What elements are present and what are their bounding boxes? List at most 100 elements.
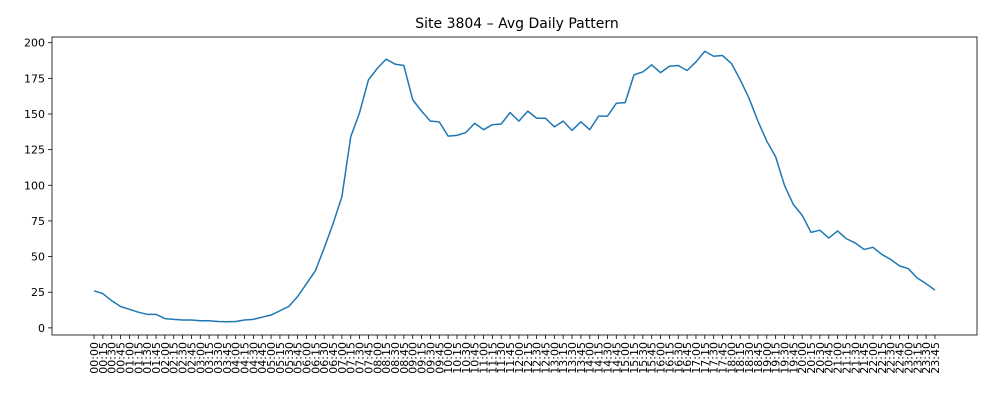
x-tick-label: 13:00 <box>548 342 561 374</box>
x-tick-label: 03:15 <box>203 342 216 374</box>
x-tick-label: 15:00 <box>619 342 632 374</box>
y-tick-label: 25 <box>31 286 45 299</box>
x-tick-label: 14:30 <box>601 342 614 374</box>
x-tick-label: 23:45 <box>929 342 942 374</box>
x-tick-label: 19:45 <box>787 342 800 374</box>
x-tick-label: 09:30 <box>424 342 437 374</box>
x-tick-label: 04:15 <box>239 342 252 374</box>
x-tick-label: 06:15 <box>309 342 322 374</box>
x-tick-label: 01:15 <box>132 342 145 374</box>
plot-frame <box>51 36 978 336</box>
x-tick-label: 11:00 <box>478 342 491 374</box>
x-tick-label: 20:15 <box>805 342 818 374</box>
x-tick-label: 19:30 <box>778 342 791 374</box>
x-tick-label: 16:30 <box>672 342 685 374</box>
x-tick-label: 00:30 <box>106 342 119 374</box>
y-tick-label: 150 <box>24 108 45 121</box>
x-tick-label: 17:00 <box>690 342 703 374</box>
x-tick-label: 22:30 <box>885 342 898 374</box>
x-tick-label: 05:45 <box>292 342 305 374</box>
x-tick-label: 05:15 <box>274 342 287 374</box>
x-tick-label: 16:15 <box>663 342 676 374</box>
x-tick-label: 12:30 <box>531 342 544 374</box>
x-tick-label: 02:00 <box>159 342 172 374</box>
x-tick-label: 08:45 <box>398 342 411 374</box>
x-tick-label: 23:15 <box>911 342 924 374</box>
x-tick-label: 23:00 <box>902 342 915 374</box>
x-tick-label: 21:30 <box>849 342 862 374</box>
x-tick-label: 10:00 <box>442 342 455 374</box>
x-tick-label: 01:30 <box>141 342 154 374</box>
x-tick-label: 15:30 <box>637 342 650 374</box>
x-tick-label: 12:15 <box>522 342 535 374</box>
chart-title: Site 3804 – Avg Daily Pattern <box>415 16 618 32</box>
x-tick-label: 16:00 <box>655 342 668 374</box>
x-tick-label: 21:45 <box>858 342 871 374</box>
x-tick-label: 15:15 <box>628 342 641 374</box>
x-tick-label: 01:00 <box>123 342 136 374</box>
x-tick-label: 19:00 <box>761 342 774 374</box>
x-tick-label: 20:30 <box>814 342 827 374</box>
x-tick-label: 10:45 <box>469 342 482 374</box>
x-tick-label: 08:00 <box>371 342 384 374</box>
x-tick-label: 01:45 <box>150 342 163 374</box>
x-tick-label: 03:45 <box>221 342 234 374</box>
x-tick-label: 18:00 <box>725 342 738 374</box>
x-tick-label: 13:30 <box>566 342 579 374</box>
x-tick-label: 11:45 <box>504 342 517 374</box>
x-tick-label: 00:00 <box>88 342 101 374</box>
x-tick-label: 18:30 <box>743 342 756 374</box>
x-tick-label: 17:15 <box>699 342 712 374</box>
y-tick-label: 125 <box>24 144 45 157</box>
x-tick-label: 19:15 <box>770 342 783 374</box>
x-tick-label: 17:30 <box>708 342 721 374</box>
x-tick-label: 05:30 <box>283 342 296 374</box>
line <box>93 50 936 323</box>
x-tick-label: 14:45 <box>610 342 623 374</box>
x-tick-label: 12:00 <box>513 342 526 374</box>
x-tick-label: 04:00 <box>230 342 243 374</box>
x-tick-label: 18:45 <box>752 342 765 374</box>
x-tick-label: 14:15 <box>593 342 606 374</box>
x-tick-label: 22:15 <box>876 342 889 374</box>
x-tick-label: 03:00 <box>194 342 207 374</box>
x-tick-label: 10:30 <box>460 342 473 374</box>
y-tick-label: 175 <box>24 72 45 85</box>
x-tick-label: 06:45 <box>327 342 340 374</box>
x-tick-label: 18:15 <box>734 342 747 374</box>
x-tick-label: 20:45 <box>823 342 836 374</box>
x-tick-label: 04:30 <box>247 342 260 374</box>
x-tick-label: 07:15 <box>345 342 358 374</box>
x-tick-label: 13:15 <box>557 342 570 374</box>
x-tick-label: 13:45 <box>575 342 588 374</box>
x-tick-label: 11:30 <box>495 342 508 374</box>
y-tick-label: 75 <box>31 215 45 228</box>
x-tick-label: 22:45 <box>894 342 907 374</box>
y-tick-label: 200 <box>24 37 45 50</box>
x-tick-label: 07:45 <box>362 342 375 374</box>
x-tick-label: 07:30 <box>354 342 367 374</box>
x-tick-label: 06:00 <box>300 342 313 374</box>
x-tick-label: 09:00 <box>407 342 420 374</box>
x-tick-label: 04:45 <box>256 342 269 374</box>
x-tick-label: 02:30 <box>177 342 190 374</box>
x-tick-label: 10:15 <box>451 342 464 374</box>
x-tick-label: 00:45 <box>115 342 128 374</box>
y-tick-label: 0 <box>38 322 45 335</box>
x-tick-label: 05:00 <box>265 342 278 374</box>
x-tick-label: 09:15 <box>416 342 429 374</box>
x-tick-label: 06:30 <box>318 342 331 374</box>
x-tick-label: 02:45 <box>185 342 198 374</box>
x-tick-label: 17:45 <box>717 342 730 374</box>
x-tick-label: 07:00 <box>336 342 349 374</box>
x-tick-label: 21:15 <box>840 342 853 374</box>
x-tick-label: 23:30 <box>920 342 933 374</box>
x-tick-label: 20:00 <box>796 342 809 374</box>
x-tick-label: 11:15 <box>486 342 499 374</box>
x-tick-label: 03:30 <box>212 342 225 374</box>
x-tick-label: 15:45 <box>646 342 659 374</box>
x-tick-label: 14:00 <box>584 342 597 374</box>
